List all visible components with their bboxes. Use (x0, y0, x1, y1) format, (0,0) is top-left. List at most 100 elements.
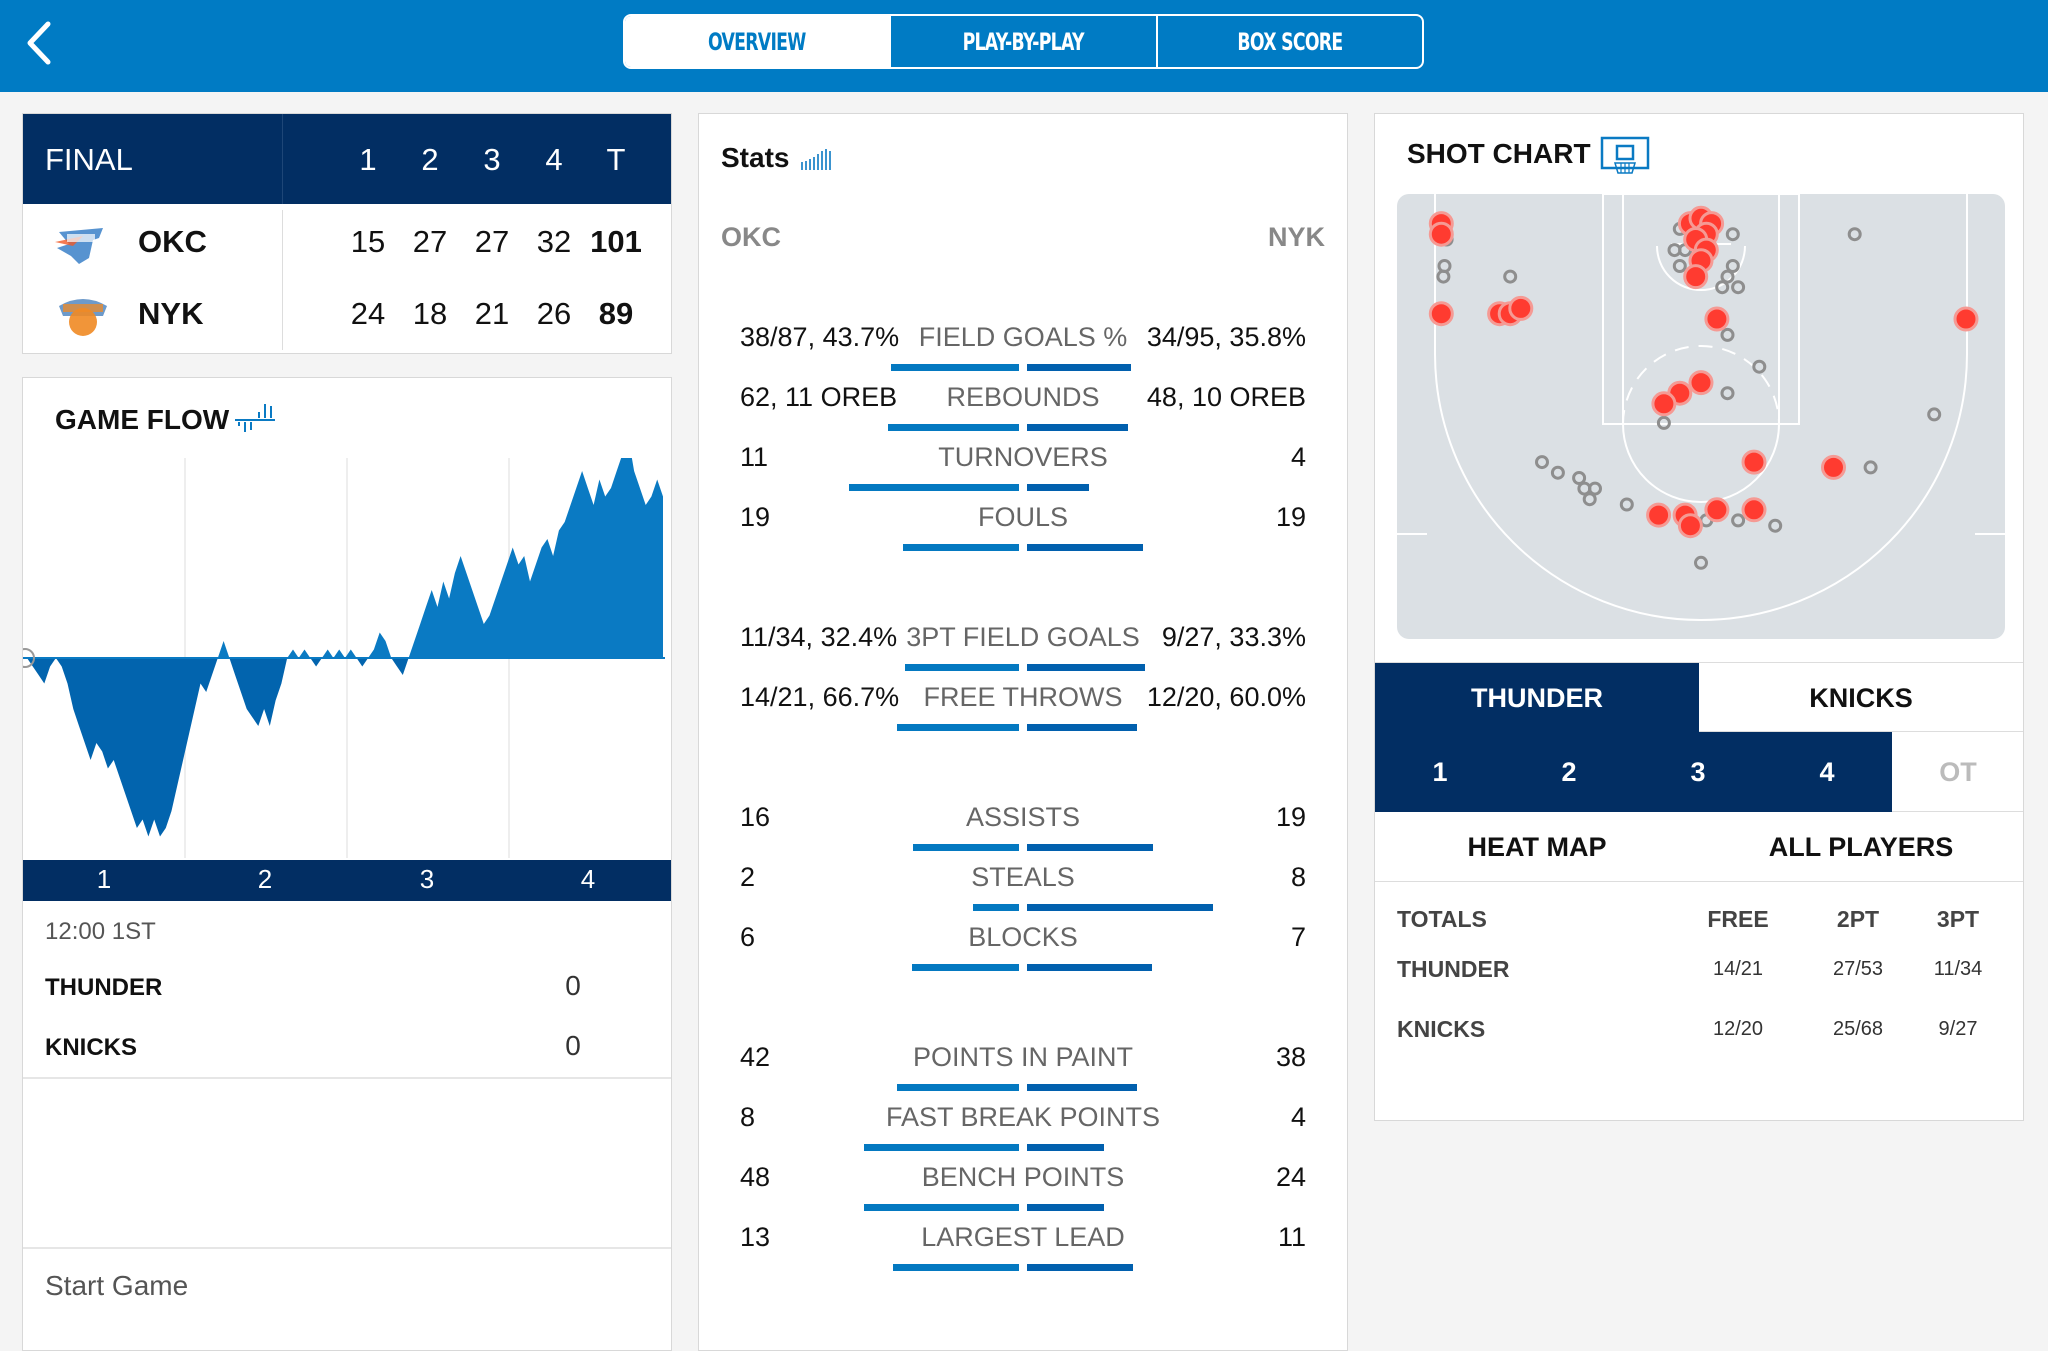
missed-shot-marker (1752, 359, 1767, 374)
stat-left-value: 8 (740, 1102, 756, 1132)
stat-row: 62, 11 OREB REBOUNDS 48, 10 OREB (699, 382, 1347, 442)
made-shot-marker (1677, 513, 1703, 539)
stat-label: ASSISTS (965, 802, 1081, 832)
made-shot-marker (1953, 306, 1979, 332)
stat-right-value: 4 (1290, 1102, 1306, 1132)
made-shot-marker (1646, 502, 1672, 528)
made-shot-marker (1508, 295, 1534, 321)
quarter-label: 4 (580, 864, 596, 894)
tab-overview[interactable]: OVERVIEW (625, 16, 890, 67)
stat-bar-right (1027, 1264, 1133, 1271)
stat-bar-right (1027, 904, 1213, 911)
stat-label: BENCH POINTS (921, 1162, 1125, 1192)
missed-shot-marker (1768, 518, 1783, 533)
period-score: 15 (350, 224, 386, 259)
totals-3pt: 9/27 (1938, 1018, 1978, 1040)
stat-label: FIELD GOALS % (918, 322, 1128, 352)
back-button[interactable] (18, 18, 62, 68)
court-lines (1397, 194, 2005, 621)
quarter-label: 1 (96, 864, 112, 894)
stat-left-value: 48 (740, 1162, 771, 1192)
shot-chart-court[interactable] (1397, 194, 2005, 639)
made-shot-marker (1741, 497, 1767, 523)
stat-bar-right (1027, 964, 1152, 971)
start-game-link[interactable]: Start Game (45, 1270, 189, 1301)
game-flow-title: GAME FLOW (55, 404, 230, 435)
quarter-tab-2[interactable]: 2 (1504, 732, 1634, 812)
totals-col-3pt: 3PT (1936, 906, 1980, 932)
made-shot-marker (1428, 221, 1454, 247)
stat-right-value: 8 (1290, 862, 1306, 892)
team-tabs: THUNDER KNICKS (1375, 662, 2023, 733)
missed-shot-marker (1436, 269, 1451, 284)
totals-col-2pt: 2PT (1836, 906, 1880, 932)
made-shot-marker (1688, 370, 1714, 396)
stat-bar-right (1027, 544, 1143, 551)
score-divider (282, 210, 283, 350)
stat-right-value: 24 (1275, 1162, 1306, 1192)
stat-bar-right (1027, 484, 1089, 491)
tab-play-by-play-label: PLAY-BY-PLAY (962, 27, 1085, 56)
timeline-scrubber-handle[interactable] (23, 648, 35, 668)
period-header: 4 (545, 142, 563, 177)
tab-box-score[interactable]: BOX SCORE (1155, 16, 1422, 67)
made-shot-marker (1741, 449, 1767, 475)
stat-bar-left (897, 1084, 1019, 1091)
stat-bar-left (864, 1144, 1019, 1151)
quarter-tab-4[interactable]: 4 (1762, 732, 1892, 812)
team-abbr: OKC (138, 224, 207, 259)
stat-left-value: 11/34, 32.4% (740, 622, 898, 652)
stat-bar-left (973, 904, 1019, 911)
heat-map-toggle[interactable]: HEAT MAP (1467, 831, 1607, 862)
stat-left-value: 19 (740, 502, 771, 532)
missed-shot-marker (1720, 386, 1735, 401)
stats-card: Stats OKC NYK 38/87, 43.7% FIELD GOALS % 3… (698, 113, 1348, 1351)
missed-shot-marker (1847, 227, 1862, 242)
quarter-tab-1[interactable]: 1 (1375, 732, 1505, 812)
period-score: 21 (474, 296, 510, 331)
scoreboard-header: FINAL 1 2 3 4 T (23, 114, 671, 204)
total-score: 101 (590, 224, 642, 259)
stat-right-value: 38 (1275, 1042, 1306, 1072)
stats-bars-icon (801, 149, 831, 170)
all-players-selector[interactable]: ALL PLAYERS (1768, 831, 1954, 862)
totals-free: 14/21 (1712, 958, 1764, 980)
stat-right-value: 19 (1275, 502, 1306, 532)
period-header: 3 (483, 142, 501, 177)
tab-thunder[interactable]: THUNDER (1375, 663, 1699, 733)
stat-row: 42 POINTS IN PAINT 38 (699, 1042, 1347, 1102)
stat-bar-right (1027, 1084, 1137, 1091)
period-score: 26 (536, 296, 572, 331)
quarter-tab-3[interactable]: 3 (1633, 732, 1763, 812)
thunder-logo (55, 228, 103, 264)
missed-shot-marker (1715, 280, 1730, 295)
stat-row: 48 BENCH POINTS 24 (699, 1162, 1347, 1222)
stat-bar-left (913, 844, 1019, 851)
stat-label: FOULS (977, 502, 1069, 532)
tab-knicks[interactable]: KNICKS (1809, 682, 1913, 713)
shot-markers (1428, 205, 1979, 570)
quarter-tab-ot[interactable]: OT (1939, 756, 1977, 787)
missed-shot-marker (1731, 513, 1746, 528)
missed-shot-marker (1672, 259, 1687, 273)
made-shot-marker (1428, 301, 1454, 327)
missed-shot-marker (1572, 471, 1587, 485)
stat-bar-left (912, 964, 1019, 971)
stat-bar-left (897, 724, 1019, 731)
missed-shot-marker (1720, 269, 1735, 284)
totals-2pt: 27/53 (1832, 958, 1884, 980)
missed-shot-marker (1725, 259, 1740, 273)
stat-bar-right (1027, 1144, 1104, 1151)
stat-bar-left (891, 364, 1019, 371)
missed-shot-marker (1927, 407, 1942, 422)
stat-right-value: 34/95, 35.8% (1146, 322, 1306, 352)
stat-right-value: 19 (1275, 802, 1306, 832)
game-flow-chart[interactable] (23, 458, 671, 858)
totals-team: KNICKS (1397, 1016, 1486, 1042)
stats-left-team: OKC (721, 222, 781, 252)
tab-play-by-play[interactable]: PLAY-BY-PLAY (889, 16, 1155, 67)
stat-label: STEALS (971, 862, 1075, 892)
knicks-logo (59, 299, 107, 336)
period-score: 24 (350, 296, 386, 331)
stat-bar-left (864, 1204, 1019, 1211)
